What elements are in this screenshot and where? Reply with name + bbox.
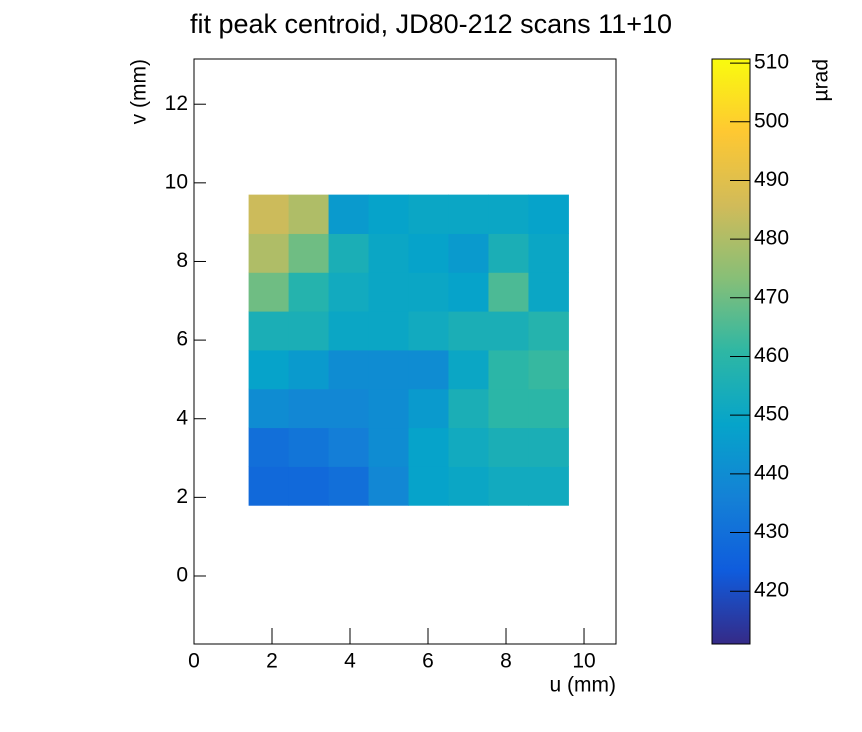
x-tick-label: 2 (266, 650, 278, 673)
heatmap-cell (288, 233, 330, 273)
y-tick-label: 12 (165, 92, 188, 115)
heatmap-cell (288, 427, 330, 467)
heatmap-cell (248, 349, 290, 390)
colorbar-tick-label: 470 (754, 285, 789, 308)
heatmap-cell (248, 233, 290, 273)
heatmap-cell (328, 427, 370, 467)
heatmap-cell (528, 349, 569, 390)
heatmap-cell (408, 233, 449, 273)
heatmap-cell (448, 466, 489, 506)
heatmap-cell (448, 272, 489, 312)
heatmap-cell (408, 466, 449, 506)
colorbar-tick-label: 460 (754, 344, 789, 367)
x-tick-label: 6 (422, 650, 434, 673)
heatmap-cell (488, 349, 529, 390)
plot-frame (193, 58, 617, 645)
heatmap-cell (528, 466, 569, 506)
heatmap-cell (248, 427, 290, 467)
colorbar-tick-label: 450 (754, 403, 789, 426)
heatmap-cell (528, 388, 569, 429)
colorbar-tick-label: 510 (754, 51, 789, 74)
heatmap-cell (408, 388, 449, 429)
heatmap-cell (328, 466, 370, 506)
heatmap-cell (368, 466, 410, 506)
colorbar-label: µrad (810, 59, 833, 101)
y-tick-label: 4 (176, 406, 188, 429)
heatmap-cell (288, 194, 330, 234)
heatmap-cell (488, 466, 529, 506)
heatmap-cell (488, 194, 529, 234)
y-tick-label: 10 (165, 170, 188, 193)
x-tick-label: 8 (500, 650, 512, 673)
heatmap-cell (528, 194, 569, 234)
heatmap-cell (408, 272, 449, 312)
heatmap-cell (368, 272, 410, 312)
heatmap-cell (328, 349, 370, 390)
heatmap-cell (488, 233, 529, 273)
colorbar-tick-label: 420 (754, 579, 789, 602)
heatmap-cell (528, 427, 569, 467)
heatmap-cell (448, 427, 489, 467)
heatmap-cell (248, 311, 290, 351)
heatmap-cell (368, 233, 410, 273)
y-tick-label: 2 (176, 485, 188, 508)
heatmap-cell (448, 233, 489, 273)
colorbar (712, 59, 750, 644)
heatmap-cell (408, 311, 449, 351)
heatmap-cell (368, 349, 410, 390)
heatmap-cell (368, 194, 410, 234)
heatmap-cell (448, 311, 489, 351)
heatmap-cell (488, 427, 529, 467)
heatmap-cell (448, 388, 489, 429)
heatmap-cell (408, 194, 449, 234)
colorbar-tick-label: 500 (754, 109, 789, 132)
heatmap-cell (248, 388, 290, 429)
heatmap-cell (408, 427, 449, 467)
heatmap-cell (448, 349, 489, 390)
colorbar-frame (711, 58, 751, 645)
x-tick-label: 10 (572, 650, 595, 673)
heatmap-cell (368, 427, 410, 467)
heatmap-cell (328, 194, 370, 234)
heatmap-cell (488, 388, 529, 429)
heatmap-cell (288, 466, 330, 506)
y-tick-label: 8 (176, 249, 188, 272)
heatmap-cell (288, 311, 330, 351)
colorbar-tick-label: 490 (754, 168, 789, 191)
y-tick-label: 0 (176, 564, 188, 587)
heatmap-cell (328, 311, 370, 351)
y-axis-label: v (mm) (128, 59, 151, 124)
heatmap-cell (528, 233, 569, 273)
heatmap-cell (248, 272, 290, 312)
heatmap-cell (528, 311, 569, 351)
heatmap-cell (328, 233, 370, 273)
heatmap-cell (368, 388, 410, 429)
heatmap-cell (248, 466, 290, 506)
heatmap-cell (288, 349, 330, 390)
x-tick-label: 0 (188, 650, 200, 673)
heatmap-cell (488, 272, 529, 312)
heatmap-cell (528, 272, 569, 312)
heatmap-cell (448, 194, 489, 234)
heatmap-cell (368, 311, 410, 351)
colorbar-tick-label: 430 (754, 520, 789, 543)
x-axis-label: u (mm) (550, 674, 617, 697)
colorbar-tick-label: 480 (754, 227, 789, 250)
heatmap-cell (248, 194, 290, 234)
chart-title: fit peak centroid, JD80-212 scans 11+10 (190, 9, 672, 39)
heatmap-cell (288, 388, 330, 429)
heatmap-cell (328, 272, 370, 312)
x-tick-label: 4 (344, 650, 356, 673)
heatmap-cell (488, 311, 529, 351)
colorbar-tick-label: 440 (754, 461, 789, 484)
y-tick-label: 6 (176, 328, 188, 351)
heatmap-cell (408, 349, 449, 390)
heatmap-cell (328, 388, 370, 429)
heatmap-cell (288, 272, 330, 312)
